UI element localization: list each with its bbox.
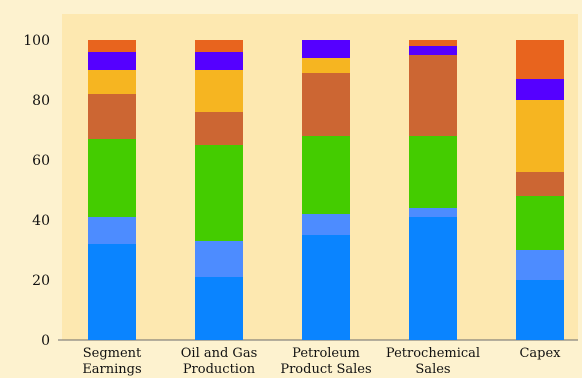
bar-segment xyxy=(195,52,243,70)
x-tick-label: Petroleum xyxy=(292,346,360,361)
bar-segment xyxy=(195,277,243,340)
x-tick-label: Sales xyxy=(415,362,450,377)
bar-segment xyxy=(302,58,350,73)
bar-segment xyxy=(516,172,564,196)
bar-segment xyxy=(516,196,564,250)
bar-segment xyxy=(409,208,457,217)
y-axis-ticks: 0 20 40 60 80 100 xyxy=(23,33,50,349)
bar-segment xyxy=(409,217,457,340)
bar-segment xyxy=(516,280,564,340)
x-tick-label: Oil and Gas xyxy=(181,346,258,361)
y-tick-label: 0 xyxy=(41,333,50,349)
bar-segment xyxy=(195,40,243,52)
bar-segment xyxy=(302,136,350,214)
bars xyxy=(88,40,564,340)
bar-segment xyxy=(409,55,457,136)
x-tick-label: Product Sales xyxy=(280,362,371,377)
x-tick-label: Capex xyxy=(519,346,561,361)
y-tick-label: 40 xyxy=(32,213,50,229)
bar-segment xyxy=(88,244,136,340)
bar-segment xyxy=(88,40,136,52)
bar-segment xyxy=(88,139,136,217)
y-tick-label: 80 xyxy=(32,93,50,109)
bar-segment xyxy=(88,52,136,70)
bar-segment xyxy=(409,40,457,46)
bar-segment xyxy=(409,136,457,208)
y-tick-label: 20 xyxy=(32,273,50,289)
bar-segment xyxy=(195,145,243,241)
bar-segment xyxy=(88,94,136,139)
bar-segment xyxy=(302,73,350,136)
bar-segment xyxy=(516,250,564,280)
bar-segment xyxy=(195,112,243,145)
bar-segment xyxy=(88,70,136,94)
x-tick-label: Production xyxy=(183,362,256,377)
bar-segment xyxy=(409,46,457,55)
bar-segment xyxy=(88,217,136,244)
bar-segment xyxy=(302,214,350,235)
x-tick-label: Petrochemical xyxy=(386,346,480,361)
bar-segment xyxy=(516,79,564,100)
bar-segment xyxy=(302,235,350,340)
y-tick-label: 100 xyxy=(23,33,50,49)
x-tick-label: Earnings xyxy=(82,362,141,377)
x-tick-label: Segment xyxy=(83,346,142,361)
bar-segment xyxy=(195,241,243,277)
bar-segment xyxy=(516,40,564,79)
bar-segment xyxy=(195,70,243,112)
y-tick-label: 60 xyxy=(32,153,50,169)
bar-segment xyxy=(516,100,564,172)
bar-segment xyxy=(302,40,350,58)
